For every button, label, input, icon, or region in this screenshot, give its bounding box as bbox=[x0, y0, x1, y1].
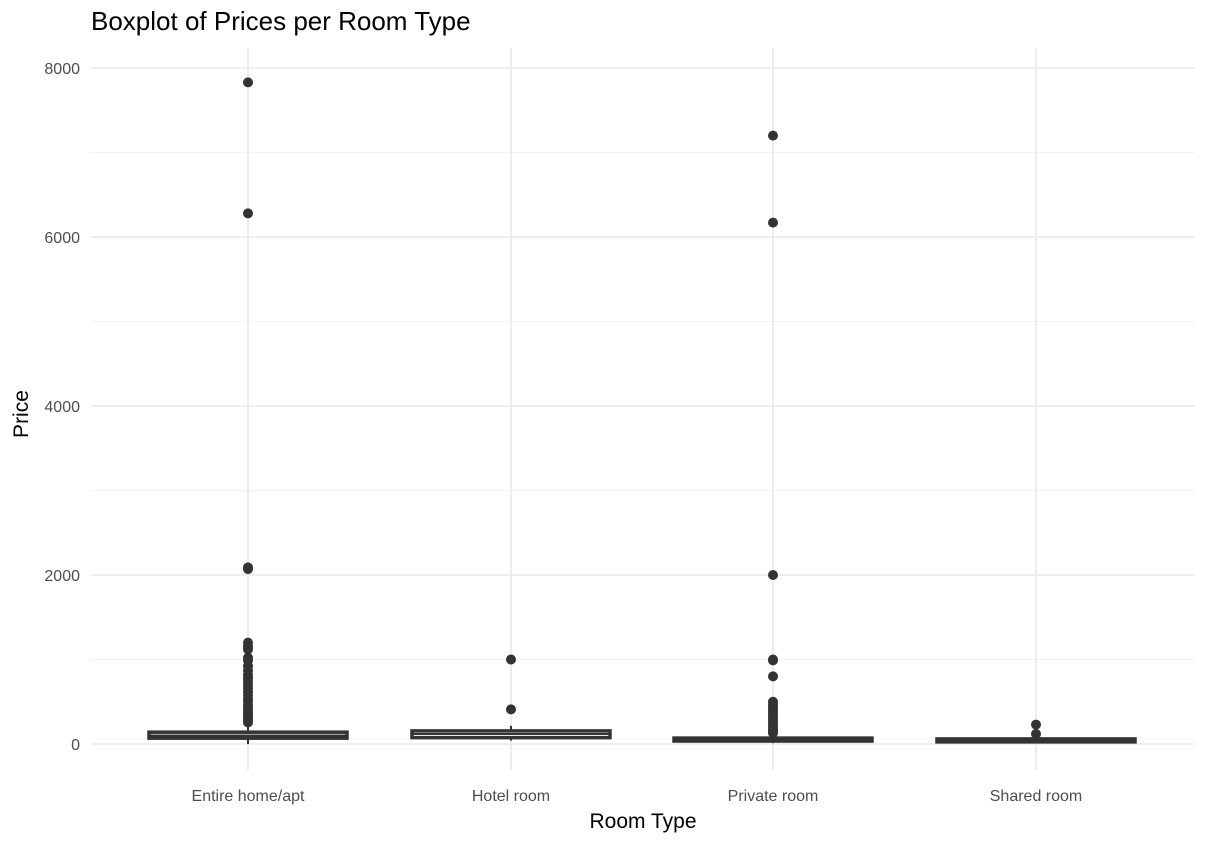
outlier-point bbox=[243, 564, 253, 575]
outlier-point bbox=[768, 728, 778, 739]
y-tick-label: 4000 bbox=[44, 399, 80, 416]
outlier-point bbox=[768, 130, 778, 141]
outlier-point bbox=[768, 570, 778, 580]
outlier-point bbox=[243, 717, 253, 728]
y-tick-label: 8000 bbox=[44, 61, 80, 78]
grid-lines bbox=[91, 48, 1195, 770]
y-tick-label: 2000 bbox=[44, 568, 80, 585]
outlier-point bbox=[243, 644, 253, 655]
y-axis-title: Price bbox=[10, 390, 33, 438]
outlier-point bbox=[768, 217, 778, 228]
outlier-point bbox=[768, 655, 778, 666]
y-tick-label: 0 bbox=[71, 737, 80, 754]
boxplot-boxes bbox=[147, 723, 1137, 744]
x-tick-label: Hotel room bbox=[472, 788, 550, 805]
outlier-point bbox=[1031, 719, 1041, 730]
x-tick-label: Shared room bbox=[990, 788, 1083, 805]
y-tick-label: 6000 bbox=[44, 230, 80, 247]
box-2 bbox=[410, 725, 612, 741]
outlier-point bbox=[506, 704, 516, 715]
x-tick-label: Private room bbox=[728, 788, 819, 805]
outlier-point bbox=[1031, 728, 1041, 739]
outlier-point bbox=[768, 671, 778, 682]
x-axis-title: Room Type bbox=[590, 810, 697, 833]
outlier-point bbox=[243, 208, 253, 219]
x-tick-label: Entire home/apt bbox=[192, 788, 306, 805]
outlier-point bbox=[243, 77, 253, 88]
chart-title: Boxplot of Prices per Room Type bbox=[91, 6, 471, 36]
outlier-point bbox=[506, 654, 516, 665]
axis-ticks: 0 2000 4000 6000 8000 Entire home/apt Hotel ro… bbox=[44, 61, 1082, 805]
outlier-points bbox=[243, 77, 1041, 739]
box-1 bbox=[147, 723, 349, 744]
